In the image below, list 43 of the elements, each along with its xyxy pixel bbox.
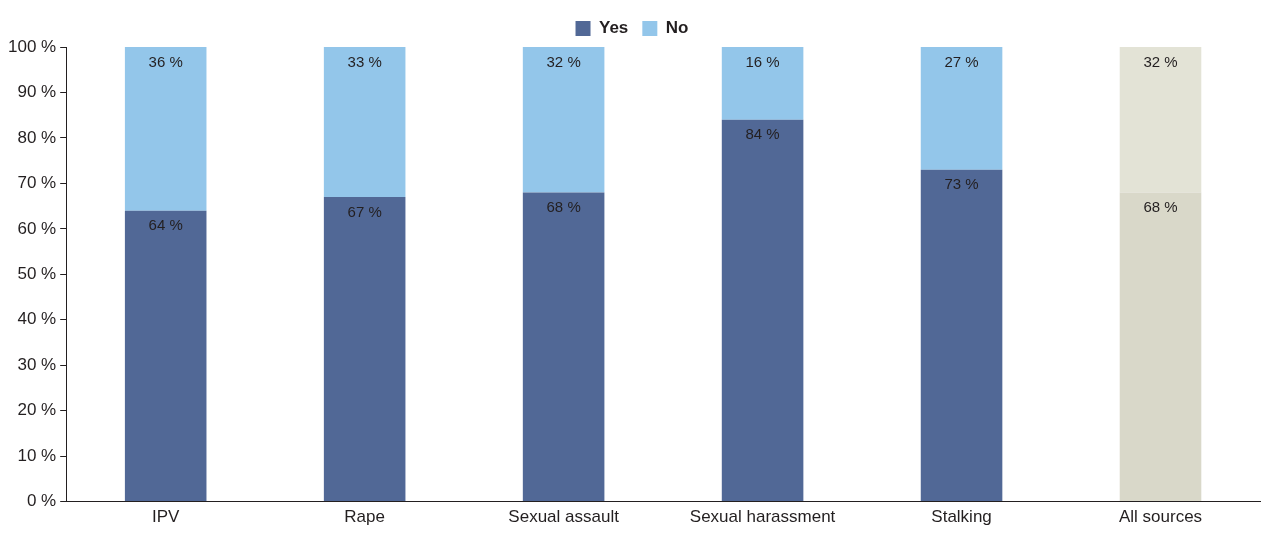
data-label: 16 % [745, 52, 780, 70]
x-tick-label: All sources [1118, 507, 1203, 527]
legend-label: No [665, 18, 689, 38]
bar [323, 197, 406, 502]
bar [920, 47, 1003, 170]
data-label: 33 % [347, 52, 382, 70]
y-tick-label: 90 % [17, 82, 57, 102]
bar [920, 169, 1003, 502]
y-tick-label: 100 % [8, 36, 57, 56]
x-tick-label: Sexual harassment [689, 507, 836, 527]
x-tick-label: Stalking [931, 507, 992, 527]
data-label: 68 % [546, 198, 581, 216]
y-tick-label: 10 % [17, 445, 57, 465]
data-label: 84 % [745, 125, 780, 143]
data-label: 73 % [944, 175, 979, 193]
y-tick-label: 20 % [17, 400, 57, 420]
data-label: 32 % [1143, 52, 1178, 70]
bar [721, 47, 804, 120]
data-label: 32 % [546, 52, 581, 70]
bar [522, 47, 605, 193]
bar [721, 119, 804, 502]
data-label: 27 % [944, 52, 979, 70]
data-label: 64 % [148, 216, 183, 234]
x-tick-label: Rape [344, 507, 385, 527]
legend-label: Yes [599, 18, 629, 38]
x-tick-label: IPV [151, 507, 181, 527]
y-tick-label: 50 % [17, 263, 57, 283]
y-tick-label: 60 % [17, 218, 57, 238]
y-tick-label: 40 % [17, 309, 57, 329]
bar [124, 47, 207, 211]
x-tick-label: Sexual assault [508, 507, 620, 527]
y-tick-label: 80 % [17, 127, 57, 147]
bar [522, 192, 605, 502]
bar [1119, 192, 1202, 502]
bar [323, 47, 406, 198]
y-tick-label: 30 % [17, 354, 57, 374]
bar [1119, 47, 1202, 193]
data-label: 68 % [1143, 198, 1178, 216]
bar [124, 210, 207, 502]
y-tick-label: 70 % [17, 173, 57, 193]
data-label: 67 % [347, 202, 382, 220]
data-label: 36 % [148, 52, 183, 70]
y-tick-label: 0 % [26, 491, 57, 511]
